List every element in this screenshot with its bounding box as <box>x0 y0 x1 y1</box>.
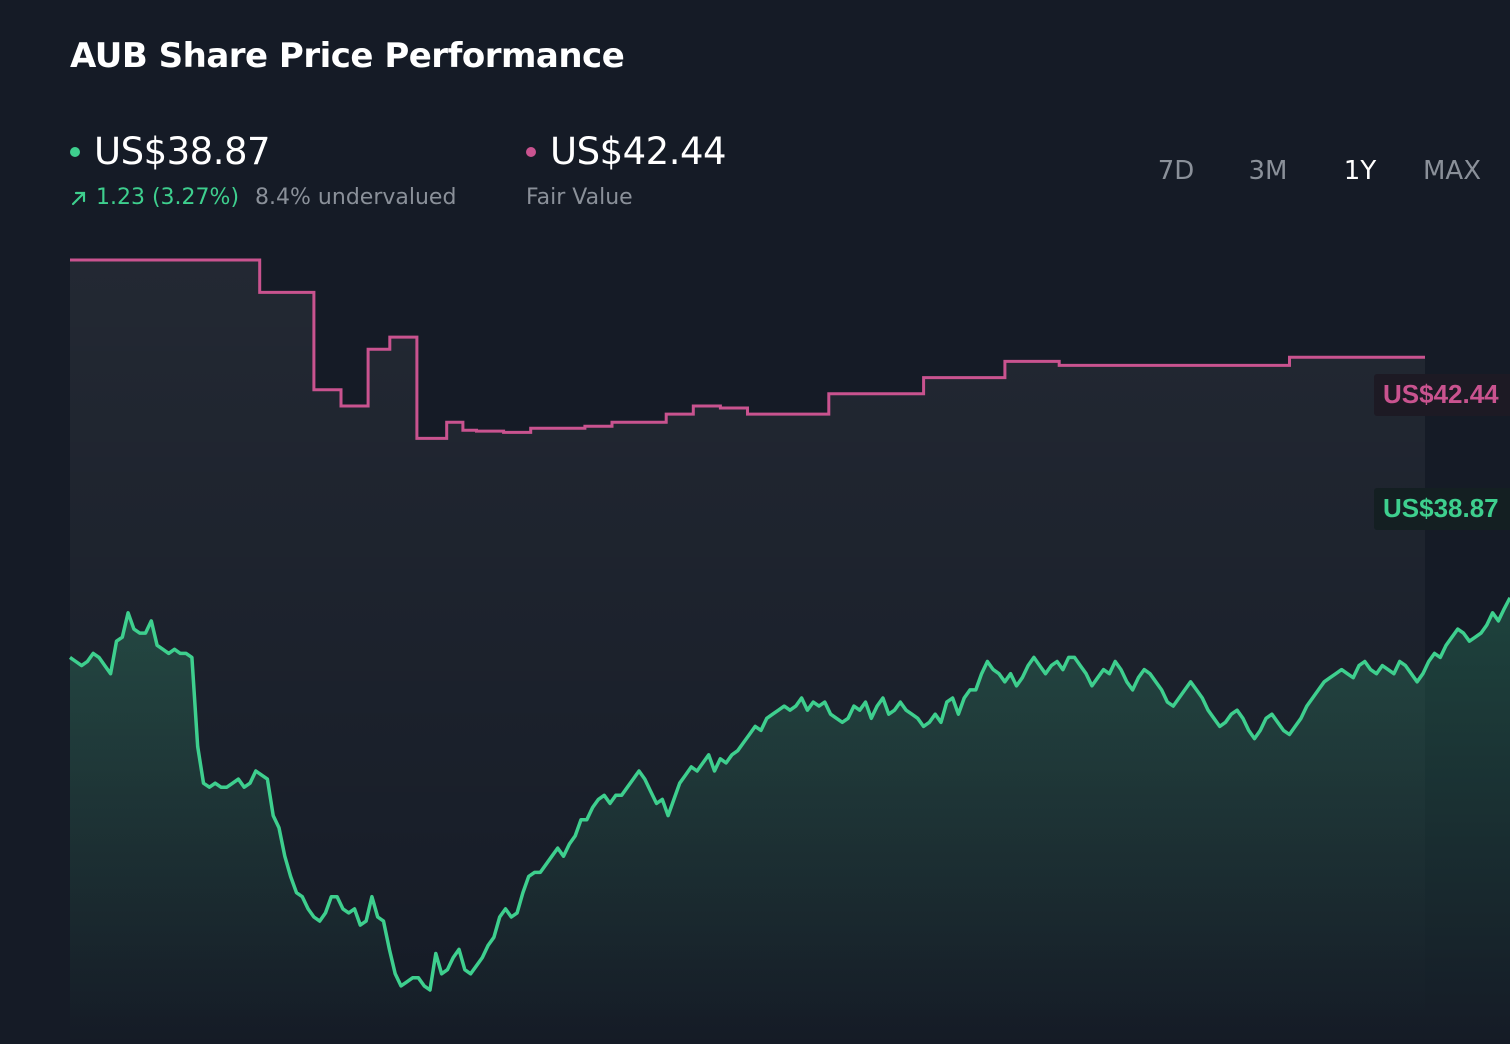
tab-3m[interactable]: 3M <box>1248 156 1288 186</box>
fair-value-block: US$42.44 Fair Value <box>526 130 727 210</box>
price-line <box>68 596 1510 992</box>
tab-1y[interactable]: 1Y <box>1343 156 1377 186</box>
tab-max[interactable]: MAX <box>1422 156 1482 186</box>
price-end-label-text: US$38.87 <box>1383 493 1499 523</box>
fair-value-end-label-text: US$42.44 <box>1383 379 1499 409</box>
page-title: AUB Share Price Performance <box>70 36 625 76</box>
fair-value-label: Fair Value <box>526 185 633 210</box>
price-change-value: 1.23 (3.27%) <box>96 185 240 210</box>
fair-value-end-label: US$42.44 <box>1374 374 1510 416</box>
price-change: 1.23 (3.27%) <box>70 185 239 210</box>
price-area <box>70 597 1510 1044</box>
time-range-tabs: 7D 3M 1Y MAX <box>1130 156 1498 186</box>
fair-value-legend-dot <box>526 146 536 157</box>
current-price: US$38.87 <box>94 130 271 173</box>
tab-7d[interactable]: 7D <box>1157 156 1195 186</box>
fair-value-price: US$42.44 <box>550 130 727 173</box>
valuation-text: 8.4% undervalued <box>255 185 457 210</box>
current-price-block: US$38.87 1.23 (3.27%) 8.4% undervalued <box>70 130 456 210</box>
arrow-up-right-icon <box>71 191 86 205</box>
price-legend-dot <box>70 146 80 157</box>
fair-value-line <box>70 258 1425 440</box>
price-end-label: US$38.87 <box>1374 488 1510 530</box>
